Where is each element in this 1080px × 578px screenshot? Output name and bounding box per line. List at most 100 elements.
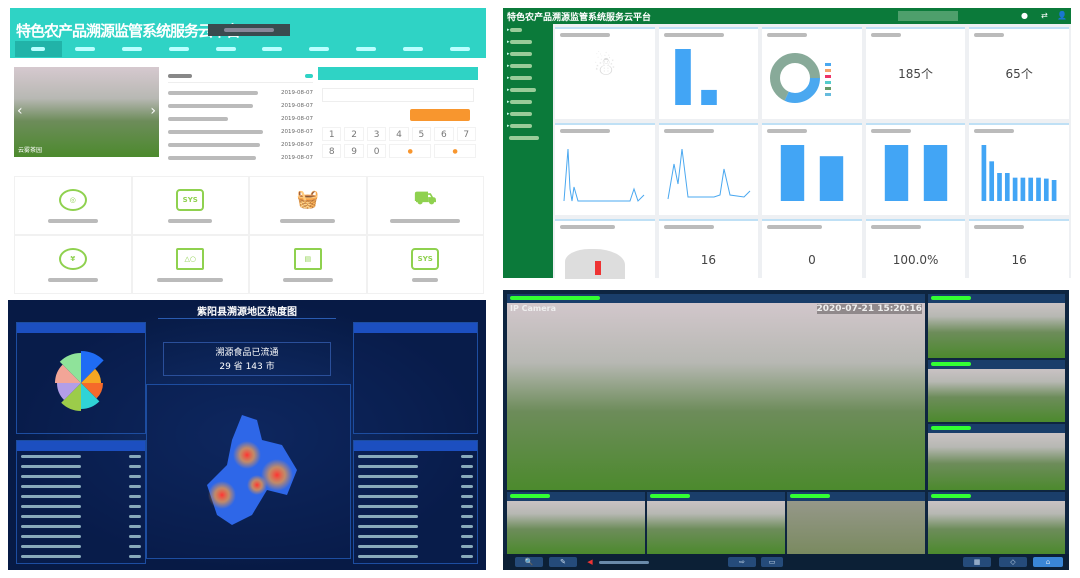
camera-feed[interactable] [787,492,925,554]
nav-item[interactable] [436,41,483,57]
fullscreen-icon[interactable]: ⌂ [1033,557,1063,567]
image-carousel[interactable]: ‹ › 云雾茶园 [14,67,159,157]
list-row [354,531,477,541]
camera-feed[interactable] [507,492,645,554]
key[interactable]: 1 [322,127,342,141]
key[interactable]: 6 [434,127,454,141]
sidebar-item[interactable] [503,132,553,144]
card-product-count: 185个 [865,27,966,119]
settings-icon[interactable]: ✎ [549,557,577,567]
volume-slider[interactable] [599,561,649,564]
news-item[interactable]: 2019-08-07 [168,99,313,112]
key[interactable]: 9 [344,144,364,158]
nav-item[interactable] [343,41,390,57]
sidebar-item[interactable]: ▸ [503,120,553,132]
key[interactable]: 3 [366,127,387,141]
snapshot-icon[interactable]: ▭ [761,557,783,567]
system-tile[interactable]: SYS [131,176,249,235]
camera-feed[interactable] [928,360,1065,422]
record-icon[interactable]: ⇨ [728,557,756,567]
card-rate: 100.0% [865,219,966,279]
enterprise-count: 65个 [1005,67,1033,81]
camera-feed[interactable] [928,294,1065,358]
pie-slice [81,383,100,409]
bar [923,145,947,201]
news-date: 2019-08-07 [281,154,313,161]
system-tile[interactable]: ¥ [14,235,132,294]
trace-code-input[interactable] [322,88,474,102]
key[interactable]: 2 [344,127,364,141]
system-tile[interactable]: SYS [366,235,484,294]
key[interactable]: 0 [366,144,387,158]
bar [780,145,805,201]
key[interactable]: 5 [411,127,432,141]
camera-feed[interactable] [647,492,785,554]
user-icon[interactable]: 👤 [1057,11,1067,20]
news-item[interactable]: 2019-08-07 [168,151,313,164]
card-bar-chart [658,27,759,119]
bar [1036,177,1042,201]
list-row [17,521,145,531]
scan-count: 16 [700,252,717,267]
pie-slice [81,368,101,383]
swap-icon[interactable]: ⇄ [1041,11,1048,20]
sidebar-item[interactable]: ▸ [503,60,553,72]
news-item[interactable]: 2019-08-07 [168,86,313,99]
nav-item[interactable] [249,41,296,57]
query-button[interactable] [410,109,470,121]
dashboard-cards: ☃ 185个 65个 16 0 100.0% 16 [555,27,1069,279]
nav-item[interactable] [296,41,343,57]
key[interactable]: 8 [322,144,342,158]
camera-controls: 🔍 ✎ ◀ ⇨ ▭ ▦ ◇ ⌂ [503,554,1069,570]
nav-item[interactable] [155,41,202,57]
mascot-icon: ☃ [593,51,617,82]
system-tile[interactable]: ◎ [14,176,132,235]
news-item[interactable]: 2019-08-07 [168,112,313,125]
system-tile[interactable]: ▤ [249,235,367,294]
bar-chart [884,145,947,201]
sidebar-item[interactable]: ▸ [503,72,553,84]
card-bar-chart [762,123,862,215]
nav-item-home[interactable] [15,41,62,57]
sidebar-item[interactable]: ▸ [503,96,553,108]
shield-icon: ◎ [58,188,87,211]
camera-feed[interactable] [928,492,1065,554]
scatter-panel [353,322,478,434]
system-tile[interactable]: ⛟ [366,176,484,235]
news-item[interactable]: 2019-08-07 [168,138,313,151]
heat-map[interactable] [146,384,351,559]
zoom-icon[interactable]: 🔍 [515,557,543,567]
nav-item[interactable] [202,41,249,57]
camera-feed[interactable] [928,424,1065,490]
next-arrow-icon[interactable]: › [150,103,156,119]
key[interactable]: 7 [456,127,476,141]
tooltip [208,24,290,36]
prev-arrow-icon[interactable]: ‹ [17,103,23,119]
camera-main[interactable]: IP Camera 2020-07-21 15:20:16 [507,294,925,490]
key[interactable]: 4 [389,127,409,141]
search-input[interactable] [898,11,958,21]
system-tile[interactable]: △○ [131,235,249,294]
news-item[interactable]: 2019-08-07 [168,125,313,138]
grid-layout-icon[interactable]: ▦ [963,557,991,567]
ptz-icon[interactable]: ◇ [999,557,1027,567]
nav-item[interactable] [109,41,156,57]
sidebar-item[interactable]: ▸ [503,84,553,96]
system-tile[interactable]: 🧺 [249,176,367,235]
clear-key[interactable]: ● [434,144,476,158]
help-icon[interactable]: ● [1021,11,1028,20]
list-row [354,551,477,561]
portal-nav [15,41,483,57]
sidebar-item[interactable]: ▸ [503,24,553,36]
sidebar-item[interactable]: ▸ [503,48,553,60]
news-date: 2019-08-07 [281,102,313,109]
nav-item[interactable] [62,41,109,57]
nav-item[interactable] [389,41,436,57]
sidebar-item[interactable]: ▸ [503,36,553,48]
china-map [565,249,625,279]
volume-icon[interactable]: ◀ [587,558,593,566]
camera-monitor: IP Camera 2020-07-21 15:20:16 🔍 ✎ ◀ ⇨ ▭ … [503,290,1069,570]
card-line-chart [555,123,655,215]
sidebar-item[interactable]: ▸ [503,108,553,120]
backspace-key[interactable]: ● [389,144,432,158]
